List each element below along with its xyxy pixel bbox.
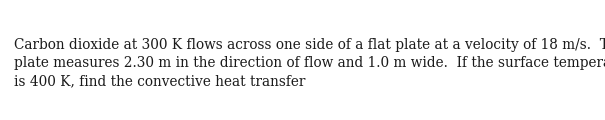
Text: Carbon dioxide at 300 K flows across one side of a flat plate at a velocity of 1: Carbon dioxide at 300 K flows across one… [14,38,605,52]
Text: is 400 K, find the convective heat transfer: is 400 K, find the convective heat trans… [14,74,306,88]
Text: plate measures 2.30 m in the direction of flow and 1.0 m wide.  If the surface t: plate measures 2.30 m in the direction o… [14,56,605,70]
